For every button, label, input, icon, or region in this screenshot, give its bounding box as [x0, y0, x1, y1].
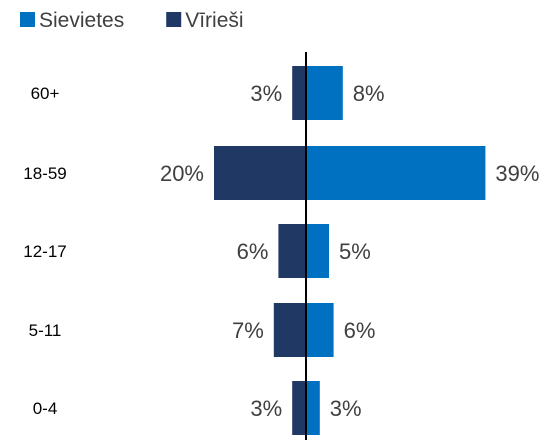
- data-labels: 8% 3% 39% 20% 5% 6% 6% 7% 3% 3%: [160, 81, 539, 421]
- data-label-female: 39%: [495, 161, 539, 186]
- category-labels: 60+ 18-59 12-17 5-11 0-4: [23, 84, 66, 418]
- legend-label-male: Vīrieši: [185, 9, 243, 32]
- bar-female: [306, 146, 486, 200]
- bar-male: [214, 146, 306, 200]
- data-label-male: 20%: [160, 161, 204, 186]
- data-label-male: 7%: [232, 318, 264, 343]
- legend: Sievietes Vīrieši: [20, 9, 244, 32]
- bar-female: [306, 66, 343, 120]
- data-label-male: 3%: [250, 81, 282, 106]
- bars: [214, 66, 486, 435]
- legend-swatch-male: [166, 12, 182, 27]
- data-label-female: 5%: [339, 239, 371, 264]
- bar-male: [278, 224, 306, 278]
- bar-female: [306, 303, 334, 357]
- legend-label-female: Sievietes: [39, 9, 124, 32]
- category-label: 60+: [31, 84, 60, 103]
- data-label-male: 6%: [237, 239, 269, 264]
- bar-female: [306, 224, 329, 278]
- category-label: 0-4: [33, 399, 58, 418]
- bar-female: [306, 381, 320, 435]
- data-label-male: 3%: [250, 396, 282, 421]
- data-label-female: 6%: [344, 318, 376, 343]
- category-label: 12-17: [23, 242, 66, 261]
- bar-male: [273, 303, 306, 357]
- category-label: 5-11: [29, 321, 62, 340]
- data-label-female: 3%: [330, 396, 362, 421]
- bar-male: [292, 381, 306, 435]
- legend-swatch-female: [20, 12, 35, 27]
- bar-male: [292, 66, 306, 120]
- data-label-female: 8%: [353, 81, 385, 106]
- category-label: 18-59: [23, 164, 66, 183]
